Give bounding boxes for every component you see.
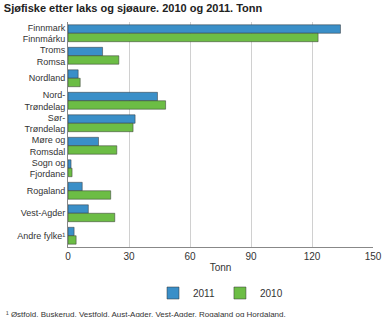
svg-text:60: 60: [184, 251, 196, 262]
svg-text:Tonn: Tonn: [210, 262, 232, 273]
svg-text:2010: 2010: [260, 288, 283, 299]
svg-text:2011: 2011: [193, 288, 215, 299]
svg-text:¹ Østfold, Buskerud, Vestfold,: ¹ Østfold, Buskerud, Vestfold, Aust-Agde…: [6, 310, 286, 317]
svg-text:Vest-Agder: Vest-Agder: [21, 208, 66, 218]
svg-text:120: 120: [304, 251, 321, 262]
svg-text:Møre ogRomsdal: Møre ogRomsdal: [30, 135, 66, 157]
svg-text:Nord-Trøndelag: Nord-Trøndelag: [25, 90, 66, 112]
svg-text:TromsRomsa: TromsRomsa: [37, 45, 66, 67]
svg-text:Sogn ogFjordane: Sogn ogFjordane: [30, 158, 66, 180]
svg-text:Rogaland: Rogaland: [27, 186, 66, 196]
svg-text:30: 30: [123, 251, 135, 262]
svg-text:Sør-Trøndelag: Sør-Trøndelag: [25, 113, 66, 135]
svg-text:Sjøfiske etter laks og sjøaure: Sjøfiske etter laks og sjøaure. 2010 og …: [4, 2, 263, 14]
svg-text:FinnmarkFinnmárku: FinnmarkFinnmárku: [23, 23, 66, 45]
svg-text:0: 0: [65, 251, 71, 262]
svg-text:Nordland: Nordland: [29, 73, 66, 83]
svg-text:Andre fylke¹: Andre fylke¹: [17, 231, 65, 241]
svg-text:150: 150: [365, 251, 382, 262]
svg-text:90: 90: [245, 251, 257, 262]
